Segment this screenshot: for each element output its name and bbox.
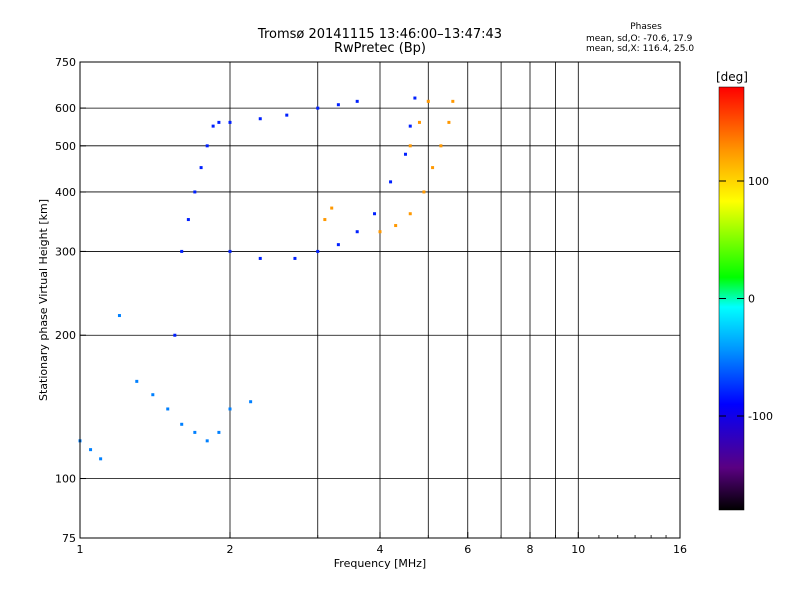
phases-legend-x: mean, sd,X: 116.4, 25.0 <box>586 44 695 54</box>
data-point <box>173 333 177 337</box>
data-point <box>336 243 340 247</box>
data-point <box>117 314 121 318</box>
colorbar-tick-label: 0 <box>748 293 755 306</box>
x-tick-label: 1 <box>77 543 84 556</box>
y-axis-label: Stationary phase Virtual Height [km] <box>37 199 50 401</box>
y-tick-label: 400 <box>55 186 76 199</box>
colorbar-unit-label: [deg] <box>716 70 748 84</box>
data-point <box>135 379 139 383</box>
data-point <box>408 212 412 216</box>
phases-legend-o: mean, sd,O: -70.6, 17.9 <box>586 34 693 44</box>
data-point <box>193 190 197 194</box>
data-point <box>336 103 340 107</box>
data-point <box>323 218 327 222</box>
data-point <box>89 448 93 452</box>
x-tick-label: 4 <box>377 543 384 556</box>
data-point <box>413 96 417 100</box>
y-tick-label: 300 <box>55 245 76 258</box>
data-point <box>394 224 398 228</box>
colorbar-tick-label: -100 <box>748 410 773 423</box>
data-point <box>180 249 184 253</box>
data-point <box>330 206 334 210</box>
data-point <box>228 249 232 253</box>
grid-lines <box>80 62 680 538</box>
data-point <box>447 120 451 124</box>
data-point <box>228 120 232 124</box>
data-point <box>228 407 232 411</box>
x-tick-label: 6 <box>464 543 471 556</box>
colorbar-tick-label: 100 <box>748 175 769 188</box>
data-point <box>431 166 435 170</box>
colorbar-ticks: 100 0 -100 <box>719 175 773 423</box>
data-point <box>151 393 155 397</box>
data-point <box>293 256 297 260</box>
data-point <box>205 439 209 443</box>
data-point <box>355 230 359 234</box>
axis-ticks: 1 2 4 6 8 10 16 75 100 200 300 400 500 600 750 <box>55 56 687 556</box>
data-point <box>373 212 377 216</box>
data-point <box>249 400 253 404</box>
phases-legend-title: Phases <box>630 22 662 32</box>
data-point <box>99 457 103 461</box>
data-point <box>258 117 262 121</box>
data-point <box>258 256 262 260</box>
x-tick-label: 16 <box>673 543 687 556</box>
data-point <box>199 166 203 170</box>
chart-title: Tromsø 20141115 13:46:00–13:47:43 <box>257 27 503 42</box>
data-point <box>217 120 221 124</box>
data-point <box>316 106 320 110</box>
data-point <box>285 113 289 117</box>
x-tick-label: 2 <box>227 543 234 556</box>
data-point <box>451 99 455 103</box>
data-point <box>403 152 407 156</box>
data-point <box>205 144 209 148</box>
data-point <box>439 144 443 148</box>
data-point <box>389 180 393 184</box>
x-tick-label: 10 <box>571 543 585 556</box>
data-point <box>316 249 320 253</box>
y-tick-label: 75 <box>62 532 76 545</box>
data-point <box>166 407 170 411</box>
chart-subtitle: RwPretec (Bp) <box>333 41 427 56</box>
data-point <box>217 430 221 434</box>
data-point <box>193 430 197 434</box>
data-point <box>211 124 215 128</box>
data-point <box>422 190 426 194</box>
data-point <box>417 120 421 124</box>
y-tick-label: 100 <box>55 473 76 486</box>
y-tick-label: 600 <box>55 102 76 115</box>
x-tick-label: 8 <box>527 543 534 556</box>
data-point <box>426 99 430 103</box>
y-tick-label: 750 <box>55 56 76 69</box>
data-point <box>408 144 412 148</box>
x-axis-label: Frequency [MHz] <box>333 557 427 570</box>
y-tick-label: 500 <box>55 140 76 153</box>
data-points <box>78 96 455 461</box>
data-point <box>180 422 184 426</box>
data-point <box>408 124 412 128</box>
y-tick-label: 200 <box>55 329 76 342</box>
data-point <box>186 218 190 222</box>
data-point <box>355 99 359 103</box>
data-point <box>378 230 382 234</box>
